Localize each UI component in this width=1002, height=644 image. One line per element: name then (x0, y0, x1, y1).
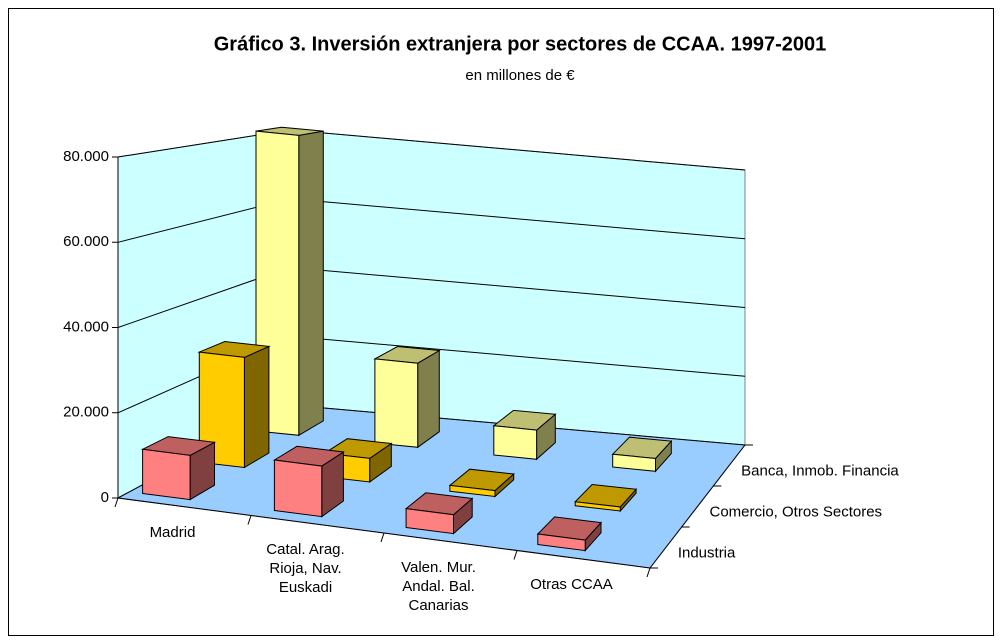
bar-front (273, 459, 323, 518)
bar-front (198, 351, 245, 469)
series-label: Comercio, Otros Sectores (710, 503, 883, 520)
chart-title: Gráfico 3. Inversión extranjera por sect… (214, 33, 827, 55)
x-tick-label: Madrid (149, 523, 196, 541)
y-tick-label: 20.000 (63, 404, 109, 421)
bar-front (612, 453, 656, 472)
bar (574, 483, 638, 513)
bar (404, 492, 474, 535)
bar-front (493, 425, 538, 460)
bar-front (449, 484, 496, 498)
x-tick-label: Valen. Mur. Andal. Bal. Canarias (401, 558, 476, 614)
bar-side (298, 130, 324, 437)
x-tick-label: Catal. Arag. Rioja, Nav. Euskadi (266, 541, 345, 597)
y-tick-label: 80.000 (63, 148, 109, 165)
x-tick (247, 515, 252, 525)
bar (448, 468, 515, 498)
bar-front (574, 501, 621, 512)
y-tick-label: 0 (101, 489, 109, 506)
x-tick (114, 497, 119, 508)
x-tick (380, 532, 385, 543)
series-label: Industria (678, 544, 736, 561)
bar (611, 436, 673, 473)
y-tick-label: 40.000 (63, 318, 109, 335)
bar-front (405, 508, 454, 535)
bar-side (243, 345, 270, 469)
bar (272, 445, 345, 518)
series-label: Banca, Inmob. Financia (741, 462, 899, 479)
bar (492, 409, 557, 461)
x-tick (646, 567, 651, 578)
bar-front (142, 448, 191, 501)
bar-side (417, 349, 440, 449)
x-tick-label: Otras CCAA (530, 576, 613, 594)
x-axis (117, 497, 651, 569)
x-tick (513, 550, 518, 560)
bar-front (374, 358, 419, 448)
bar-front (537, 533, 586, 552)
depth-axis (649, 444, 746, 569)
bar (197, 340, 271, 469)
y-tick-label: 60.000 (63, 233, 109, 250)
chart-subtitle: en millones de € (465, 67, 575, 84)
bar (373, 345, 441, 449)
bar (536, 516, 603, 552)
bar (140, 436, 217, 501)
